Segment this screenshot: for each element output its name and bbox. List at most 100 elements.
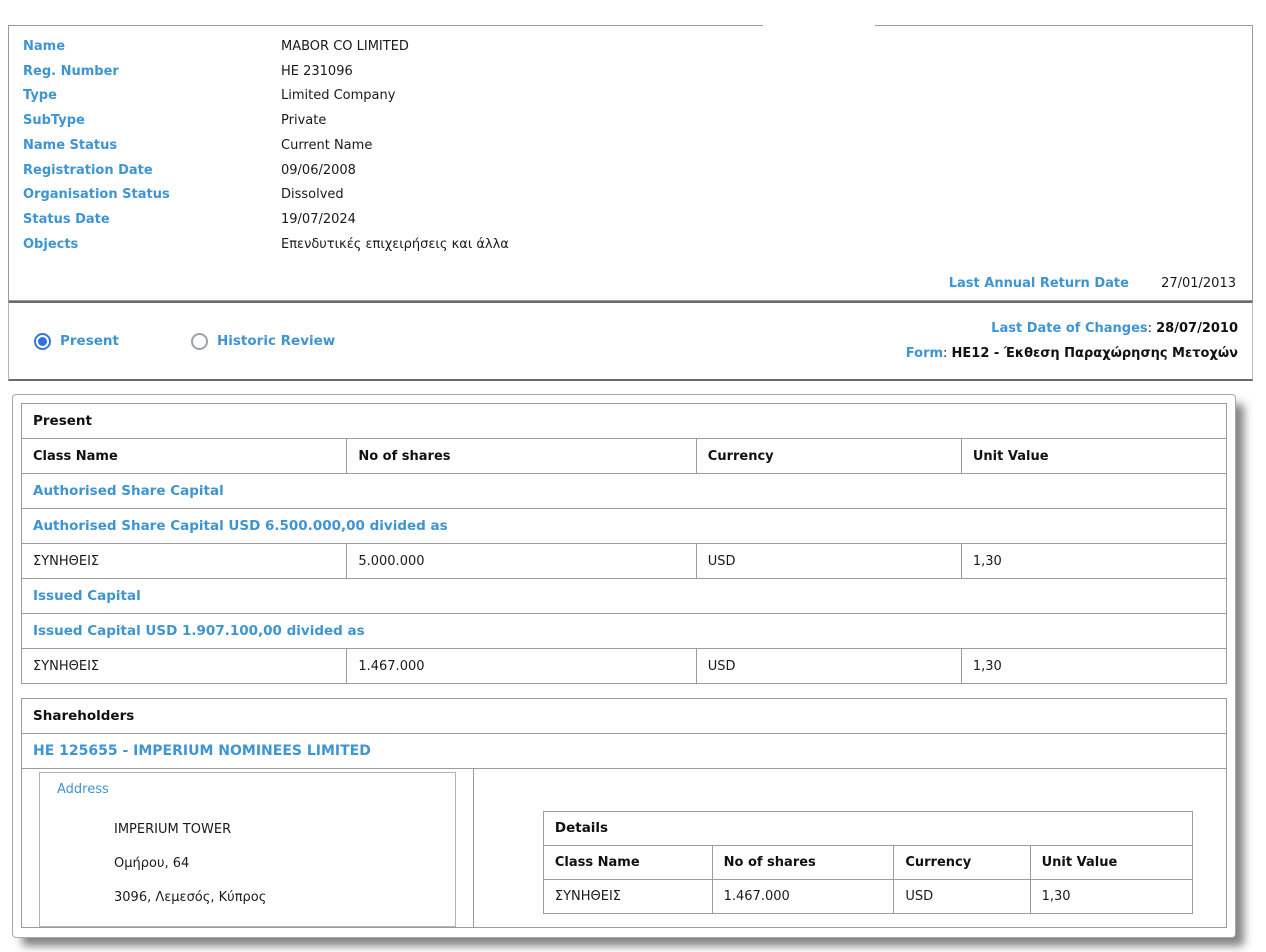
capital-table-title-row: Present — [21, 403, 1227, 439]
cell-class-name: ΣΥΝΗΘΕΙΣ — [542, 878, 713, 914]
cell-unit-value: 1,30 — [960, 543, 1228, 579]
field-row-name-status: Name Status Current Name — [23, 134, 1252, 159]
field-row-reg-number: Reg. Number HE 231096 — [23, 60, 1252, 85]
field-value: 09/06/2008 — [281, 162, 356, 178]
col-unit-value: Unit Value — [1029, 844, 1193, 880]
radio-selected-icon[interactable] — [34, 332, 51, 350]
last-date-of-changes-line: Last Date of Changes: 28/07/2010 — [906, 316, 1238, 341]
shareholders-table: Shareholders HE 125655 - IMPERIUM NOMINE… — [21, 698, 1228, 928]
col-no-of-shares: No of shares — [346, 438, 697, 474]
radio-label-present: Present — [60, 333, 119, 349]
details-title-row: Details — [542, 810, 1193, 846]
field-row-status-date: Status Date 19/07/2024 — [23, 208, 1252, 233]
view-radio-group: Present Historic Review — [9, 332, 336, 350]
address-cell: Address IMPERIUM TOWER Ομήρου, 64 3096, … — [21, 768, 474, 928]
field-value: Private — [281, 113, 327, 129]
details-data-row: ΣΥΝΗΘΕΙΣ 1.467.000 USD 1,30 — [542, 878, 1193, 914]
radio-option-present[interactable]: Present — [34, 332, 119, 350]
section-label: Issued Capital — [21, 578, 1227, 614]
field-row-type: Type Limited Company — [23, 84, 1252, 109]
address-box: Address IMPERIUM TOWER Ομήρου, 64 3096, … — [39, 772, 456, 927]
spacer — [21, 684, 1227, 698]
section-label: Issued Capital USD 1.907.100,00 divided … — [21, 613, 1227, 649]
last-date-of-changes-label: Last Date of Changes — [991, 321, 1148, 336]
radio-unselected-icon[interactable] — [190, 332, 208, 350]
details-cell: Details Class Name No of shares Currency… — [472, 768, 1228, 928]
cell-unit-value: 1,30 — [960, 648, 1228, 684]
col-class-name: Class Name — [542, 844, 713, 880]
section-label: Authorised Share Capital — [21, 473, 1227, 509]
cell-no-of-shares: 1.467.000 — [711, 878, 895, 914]
col-class-name: Class Name — [20, 438, 348, 474]
address-legend: Address — [57, 782, 109, 797]
address-line-building: IMPERIUM TOWER — [114, 822, 232, 837]
cell-currency: USD — [893, 878, 1031, 914]
last-annual-return-value: 27/01/2013 — [1161, 276, 1236, 291]
cell-currency: USD — [695, 543, 962, 579]
shareholder-detail-row: Address IMPERIUM TOWER Ομήρου, 64 3096, … — [21, 768, 1228, 928]
col-currency: Currency — [893, 844, 1031, 880]
details-table: Details Class Name No of shares Currency… — [542, 810, 1193, 914]
colon: : — [943, 346, 952, 361]
cell-currency: USD — [695, 648, 962, 684]
form-value: HE12 - Έκθεση Παραχώρησης Μετοχών — [951, 346, 1238, 361]
details-header-row: Class Name No of shares Currency Unit Va… — [542, 844, 1193, 880]
address-line-city: 3096, Λεμεσός, Κύπρος — [114, 890, 267, 905]
col-no-of-shares: No of shares — [711, 844, 895, 880]
cell-unit-value: 1,30 — [1029, 878, 1193, 914]
col-unit-value: Unit Value — [960, 438, 1228, 474]
view-toggle-panel: Present Historic Review Last Date of Cha… — [8, 301, 1253, 381]
capital-and-shareholders-panel: Present Class Name No of shares Currency… — [12, 394, 1236, 938]
last-annual-return-label: Last Annual Return Date — [948, 276, 1129, 291]
field-row-name: Name MABOR CO LIMITED — [23, 35, 1252, 60]
last-annual-return-row: Last Annual Return Date 27/01/2013 — [949, 276, 1236, 291]
issued-capital-divided-row: Issued Capital USD 1.907.100,00 divided … — [21, 613, 1227, 649]
top-border-gap — [763, 24, 875, 27]
field-row-registration-date: Registration Date 09/06/2008 — [23, 159, 1252, 184]
field-label: Reg. Number — [23, 63, 119, 79]
field-value: 19/07/2024 — [281, 211, 356, 227]
radio-label-historic-review: Historic Review — [216, 333, 336, 349]
capital-table-title: Present — [21, 403, 1227, 439]
field-label: Name Status — [23, 137, 118, 153]
field-row-objects: Objects Επενδυτικές επιχειρήσεις και άλλ… — [23, 233, 1252, 258]
address-line-street: Ομήρου, 64 — [114, 856, 190, 871]
details-title: Details — [542, 810, 1193, 846]
capital-table: Present Class Name No of shares Currency… — [20, 403, 1228, 684]
shareholder-heading-row[interactable]: HE 125655 - IMPERIUM NOMINEES LIMITED — [21, 733, 1227, 769]
col-currency: Currency — [695, 438, 962, 474]
company-fields: Name MABOR CO LIMITED Reg. Number HE 231… — [9, 26, 1252, 257]
cell-class-name: ΣΥΝΗΘΕΙΣ — [20, 648, 348, 684]
authorised-share-capital-divided-row: Authorised Share Capital USD 6.500.000,0… — [21, 508, 1227, 544]
field-value: MABOR CO LIMITED — [281, 39, 409, 54]
issued-capital-row: Issued Capital — [21, 578, 1227, 614]
field-value: Dissolved — [281, 187, 344, 203]
address-lines: IMPERIUM TOWER Ομήρου, 64 3096, Λεμεσός,… — [40, 797, 455, 915]
shareholders-title-row: Shareholders — [21, 698, 1227, 734]
colon: : — [1147, 321, 1157, 336]
authorised-capital-data-row: ΣΥΝΗΘΕΙΣ 5.000.000 USD 1,30 — [20, 543, 1228, 579]
cell-no-of-shares: 1.467.000 — [346, 648, 697, 684]
form-label: Form — [905, 346, 944, 361]
authorised-share-capital-row: Authorised Share Capital — [21, 473, 1227, 509]
field-value: Επενδυτικές επιχειρήσεις και άλλα — [281, 236, 509, 252]
field-label: Type — [23, 88, 57, 104]
field-label: Name — [23, 39, 66, 54]
shareholders-title: Shareholders — [21, 698, 1227, 734]
field-row-subtype: SubType Private — [23, 109, 1252, 134]
radio-option-historic-review[interactable]: Historic Review — [190, 332, 336, 350]
issued-capital-data-row: ΣΥΝΗΘΕΙΣ 1.467.000 USD 1,30 — [20, 648, 1228, 684]
field-label: Registration Date — [23, 162, 153, 178]
cell-class-name: ΣΥΝΗΘΕΙΣ — [20, 543, 348, 579]
changes-info: Last Date of Changes: 28/07/2010 Form: H… — [906, 316, 1252, 366]
form-line: Form: HE12 - Έκθεση Παραχώρησης Μετοχών — [906, 341, 1238, 366]
field-value: HE 231096 — [281, 63, 353, 79]
field-label: Objects — [23, 236, 79, 252]
field-row-organisation-status: Organisation Status Dissolved — [23, 183, 1252, 208]
field-value: Limited Company — [281, 88, 396, 104]
section-label: Authorised Share Capital USD 6.500.000,0… — [21, 508, 1227, 544]
last-date-of-changes-value: 28/07/2010 — [1156, 321, 1238, 336]
cell-no-of-shares: 5.000.000 — [346, 543, 697, 579]
shareholder-heading-link[interactable]: HE 125655 - IMPERIUM NOMINEES LIMITED — [21, 733, 1227, 769]
